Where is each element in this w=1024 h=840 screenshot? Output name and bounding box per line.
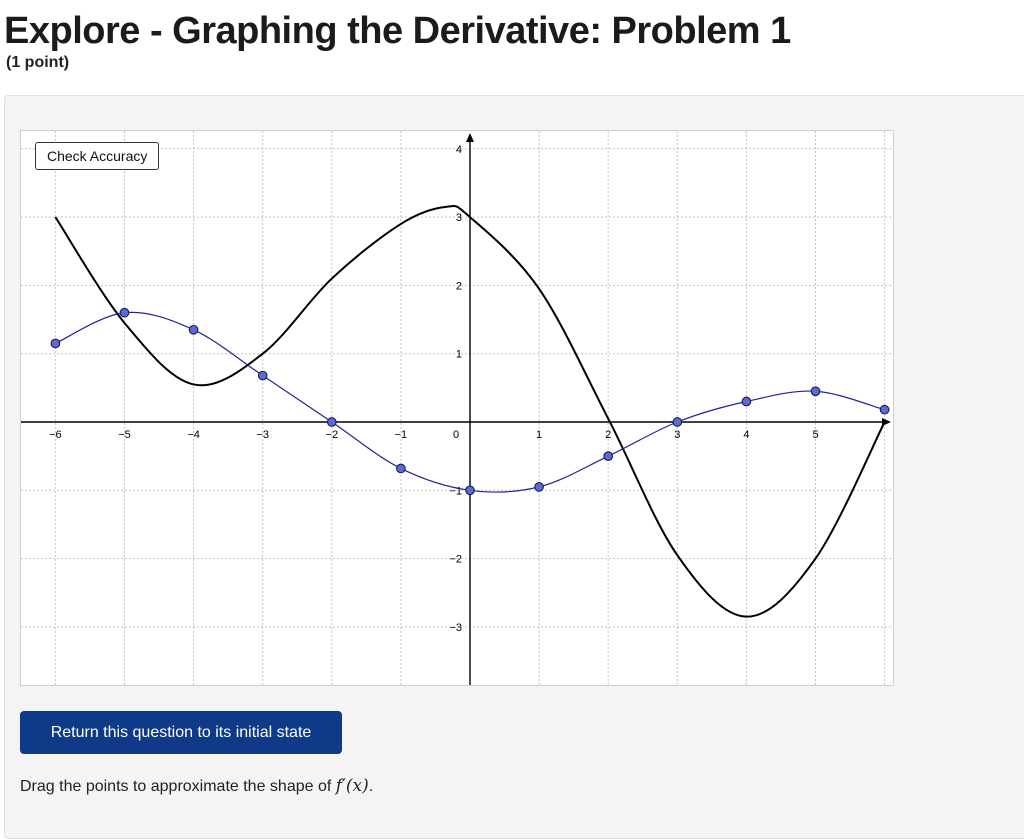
y-tick-label: 3 bbox=[456, 212, 462, 224]
draggable-point[interactable] bbox=[672, 417, 683, 427]
draggable-point[interactable] bbox=[810, 386, 821, 397]
draggable-point[interactable] bbox=[326, 417, 337, 427]
y-tick-label: 2 bbox=[456, 280, 462, 292]
draggable-point[interactable] bbox=[741, 396, 752, 407]
x-tick-label: −4 bbox=[187, 429, 200, 441]
points-label: (1 point) bbox=[6, 54, 70, 71]
page-title: Explore - Graphing the Derivative: Probl… bbox=[4, 10, 791, 52]
graph-area[interactable]: −6 −5 −4 −3 −2 −1 0 1 2 3 4 5 4 3 2 1 −1 −2 −3 Check Accur… bbox=[20, 130, 894, 686]
instructions-suffix: . bbox=[368, 778, 374, 795]
instructions-prefix: Drag the points to approximate the shape… bbox=[20, 778, 336, 795]
y-tick-label: 4 bbox=[456, 144, 462, 156]
reset-question-button[interactable]: Return this question to its initial stat… bbox=[20, 711, 342, 754]
x-tick-label: 0 bbox=[453, 429, 459, 441]
y-tick-label: −2 bbox=[449, 554, 462, 566]
function-curve bbox=[54, 204, 886, 618]
draggable-point[interactable] bbox=[396, 463, 406, 474]
draggable-point[interactable] bbox=[534, 482, 544, 492]
y-axis-arrow bbox=[466, 133, 474, 142]
x-tick-label: −6 bbox=[49, 429, 62, 441]
x-tick-label: −5 bbox=[118, 429, 131, 441]
derivative-notation: f′(x) bbox=[335, 776, 369, 796]
x-tick-label: −2 bbox=[326, 429, 339, 441]
x-tick-label: 2 bbox=[605, 429, 611, 441]
x-tick-label: 1 bbox=[536, 429, 542, 441]
x-tick-label: 3 bbox=[674, 429, 680, 441]
draggable-point[interactable] bbox=[119, 307, 130, 318]
x-tick-label: −3 bbox=[256, 429, 269, 441]
y-tick-label: 1 bbox=[456, 349, 462, 361]
check-accuracy-button[interactable]: Check Accuracy bbox=[35, 142, 160, 170]
x-tick-label: −1 bbox=[395, 429, 408, 441]
draggable-point[interactable] bbox=[465, 485, 475, 496]
draggable-point[interactable] bbox=[603, 451, 614, 462]
y-tick-label: −3 bbox=[449, 622, 462, 634]
x-tick-label: 5 bbox=[812, 429, 818, 441]
instructions-text: Drag the points to approximate the shape… bbox=[20, 776, 373, 796]
draggable-point[interactable] bbox=[257, 370, 268, 381]
draggable-point[interactable] bbox=[879, 404, 890, 415]
x-tick-label: 4 bbox=[743, 429, 749, 441]
draggable-point[interactable] bbox=[188, 324, 199, 335]
draggable-point[interactable] bbox=[50, 338, 61, 349]
